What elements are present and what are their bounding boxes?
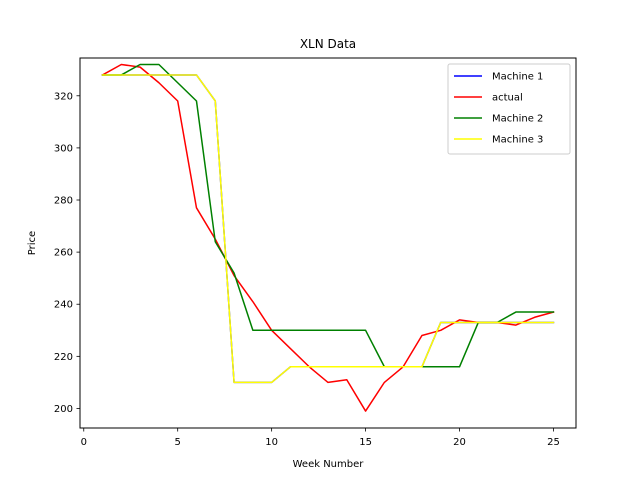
plot-area-frame bbox=[79, 57, 577, 429]
series-layer bbox=[101, 63, 555, 412]
legend-box bbox=[447, 63, 571, 155]
legend-label: actual bbox=[492, 93, 523, 104]
legend-label: Machine 3 bbox=[492, 135, 543, 146]
x-axis-label: Week Number bbox=[293, 459, 365, 470]
y-tick-label: 220 bbox=[54, 352, 73, 363]
y-tick-label: 240 bbox=[54, 300, 73, 311]
y-axis-label: Price bbox=[27, 231, 38, 255]
y-tick-label: 280 bbox=[54, 196, 73, 207]
x-tick-label: 15 bbox=[359, 437, 372, 448]
legend-label: Machine 1 bbox=[492, 72, 543, 83]
y-tick-label: 320 bbox=[54, 91, 73, 102]
x-tick-label: 10 bbox=[265, 437, 278, 448]
chart-title: XLN Data bbox=[300, 37, 356, 51]
legend: Machine 1 actual Machine 2 Machine 3 bbox=[447, 63, 571, 155]
x-tick-label: 20 bbox=[453, 437, 466, 448]
x-tick-label: 25 bbox=[547, 437, 560, 448]
x-tick-label: 0 bbox=[81, 437, 87, 448]
y-tick-label: 300 bbox=[54, 143, 73, 154]
legend-label: Machine 2 bbox=[492, 114, 543, 125]
y-axis: 200 220 240 260 280 300 320 bbox=[54, 91, 80, 415]
x-axis: 0 5 10 15 20 25 bbox=[81, 428, 560, 448]
y-tick-label: 200 bbox=[54, 404, 73, 415]
series-line-3 bbox=[101, 74, 555, 384]
y-tick-label: 260 bbox=[54, 248, 73, 259]
x-tick-label: 5 bbox=[175, 437, 181, 448]
